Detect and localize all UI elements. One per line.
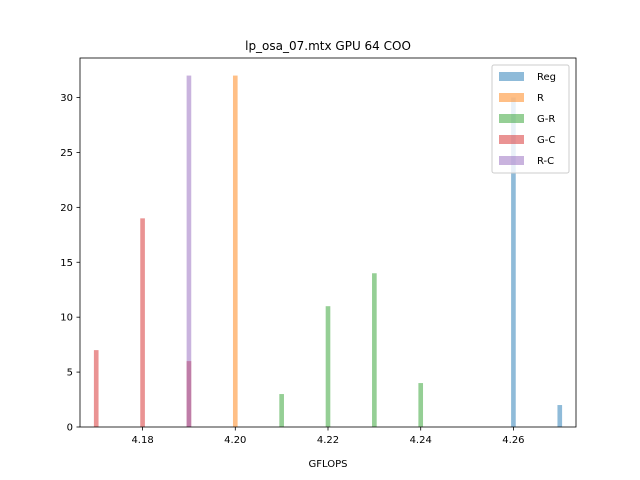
legend-label-reg: Reg	[537, 72, 556, 83]
legend-swatch-reg	[499, 72, 524, 81]
x-tick-label: 4.18	[131, 435, 153, 446]
bar-r-c-0	[186, 75, 192, 428]
x-tick-label: 4.24	[410, 435, 432, 446]
y-tick-label: 30	[60, 93, 73, 104]
y-tick-label: 25	[60, 148, 73, 159]
legend-swatch-r-c	[499, 156, 524, 165]
y-tick-label: 10	[60, 313, 73, 324]
legend-label-g-r: G-R	[537, 114, 555, 125]
y-tick-label: 0	[67, 423, 73, 434]
y-tick-label: 5	[67, 368, 73, 379]
legend: Reg R G-R G-C R-C	[491, 64, 570, 174]
legend-swatch-g-c	[499, 135, 524, 144]
x-tick-label: 4.20	[224, 435, 246, 446]
bars-group	[93, 75, 563, 428]
bar-g-r-1	[325, 306, 331, 427]
legend-swatch-r	[499, 93, 524, 102]
bar-g-c-1	[140, 218, 145, 427]
bar-g-r-3	[418, 383, 424, 427]
x-tick-label: 4.22	[317, 435, 339, 446]
bar-reg-0	[511, 97, 516, 428]
x-axis-label: GFLOPS	[309, 459, 348, 470]
bar-g-c-0	[93, 350, 99, 427]
legend-label-r-c: R-C	[537, 156, 554, 167]
x-axis-ticks: 4.18 4.20 4.22 4.24 4.26	[131, 427, 525, 446]
chart-title: lp_osa_07.mtx GPU 64 COO	[245, 39, 411, 53]
y-tick-label: 15	[60, 258, 73, 269]
legend-box	[491, 64, 570, 174]
bar-reg-1	[557, 405, 563, 427]
y-axis-ticks: 0 5 10 15 20 25 30	[60, 93, 80, 434]
x-tick-label: 4.26	[502, 435, 524, 446]
bar-g-r-0	[279, 394, 284, 427]
bar-r-0	[232, 75, 238, 428]
legend-label-g-c: G-C	[537, 135, 555, 146]
legend-label-r: R	[537, 93, 544, 104]
bar-g-r-2	[372, 273, 377, 427]
y-tick-label: 20	[60, 203, 73, 214]
legend-swatch-g-r	[499, 114, 524, 123]
